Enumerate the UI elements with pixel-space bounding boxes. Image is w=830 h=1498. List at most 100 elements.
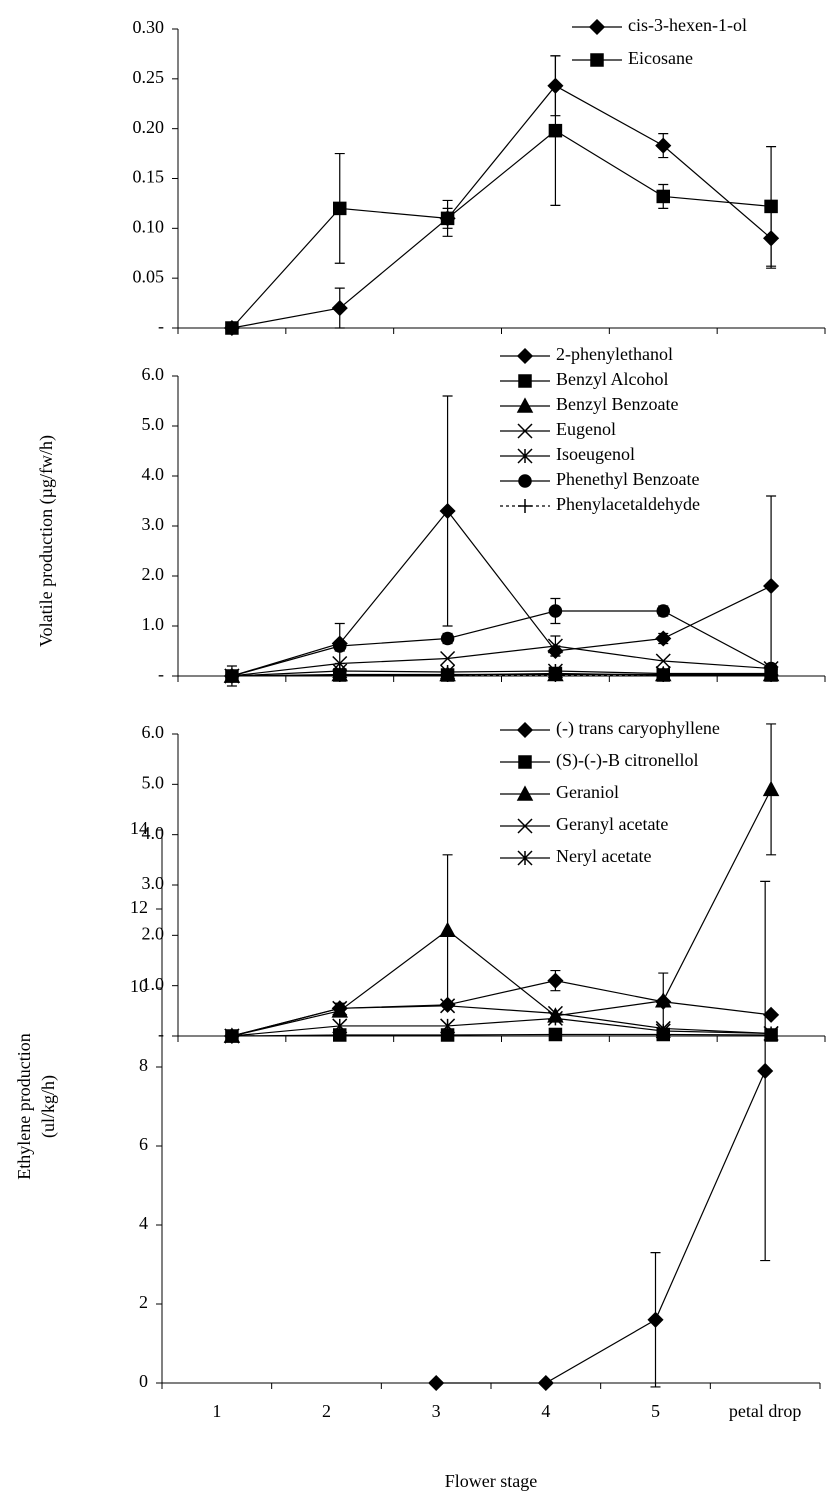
- marker-circle: [656, 604, 670, 618]
- marker-square: [656, 189, 670, 204]
- x-tick-label: petal drop: [729, 1401, 801, 1421]
- marker-plus: [656, 668, 671, 682]
- marker-triangle: [516, 397, 534, 413]
- y-tick-label: 4.0: [142, 464, 165, 484]
- x-tick-label: 4: [541, 1401, 550, 1421]
- x-tick-label: 3: [432, 1401, 441, 1421]
- series-line: [231, 510, 772, 677]
- y-tick-label: 0.30: [133, 17, 165, 37]
- marker-diamond: [331, 300, 348, 317]
- marker-x: [517, 423, 533, 439]
- marker-square: [440, 211, 455, 226]
- legend-label: Phenethyl Benzoate: [556, 469, 699, 489]
- legend-label: (-) trans caryophyllene: [556, 718, 720, 739]
- marker-plus: [764, 668, 779, 682]
- legend-label: Phenylacetaldehyde: [556, 494, 700, 514]
- marker-star: [517, 448, 533, 464]
- marker-x: [547, 638, 563, 654]
- marker-diamond: [647, 1311, 664, 1328]
- y-tick-label: 14: [130, 818, 148, 838]
- marker-x: [440, 650, 456, 667]
- y-tick-label: 1.0: [142, 974, 165, 994]
- marker-diamond: [763, 1006, 780, 1023]
- series-line: [231, 1005, 772, 1037]
- legend-label: (S)-(-)-B citronellol: [556, 750, 698, 771]
- marker-triangle: [331, 1002, 349, 1018]
- marker-star: [440, 1018, 456, 1034]
- marker-triangle: [516, 785, 534, 801]
- y-tick-label: 6.0: [142, 722, 165, 742]
- legend-label: Neryl acetate: [556, 846, 651, 866]
- marker-plus: [440, 668, 455, 682]
- marker-star: [224, 1028, 240, 1044]
- marker-diamond: [516, 721, 534, 739]
- legend-label: Isoeugenol: [556, 444, 635, 464]
- marker-triangle: [654, 992, 672, 1008]
- y-tick-label: 0.20: [133, 117, 165, 137]
- marker-circle: [440, 631, 455, 646]
- marker-star: [517, 850, 533, 866]
- y-axis-label: Volatile production (µg/fw/h): [36, 435, 57, 647]
- y-tick-label: -: [158, 664, 164, 684]
- y-tick-label: 8: [139, 1055, 148, 1075]
- series-line: [231, 85, 772, 329]
- marker-plus: [548, 668, 563, 682]
- y-tick-label: 3.0: [142, 873, 165, 893]
- marker-x: [440, 998, 456, 1014]
- y-tick-label: 3.0: [142, 514, 165, 534]
- x-tick-label: 5: [651, 1401, 660, 1421]
- series-line: [231, 1017, 772, 1037]
- legend-label: Eugenol: [556, 419, 616, 439]
- marker-plus: [224, 669, 239, 683]
- series-line: [231, 645, 772, 677]
- marker-plus: [518, 499, 532, 513]
- y-tick-label: 2: [139, 1292, 148, 1312]
- marker-star: [332, 1018, 348, 1034]
- marker-x: [655, 653, 671, 669]
- legend-label: Benzyl Benzoate: [556, 394, 678, 414]
- series-line: [436, 1070, 766, 1384]
- marker-diamond: [547, 972, 564, 989]
- marker-star: [763, 1025, 779, 1042]
- legend-label: Geraniol: [556, 782, 619, 802]
- marker-x: [332, 1000, 348, 1016]
- marker-x: [517, 818, 533, 834]
- series-line: [231, 1033, 772, 1037]
- y-tick-label: 5.0: [142, 414, 165, 434]
- marker-diamond: [537, 1374, 554, 1392]
- y-tick-label: 0: [139, 1371, 148, 1391]
- legend-label: Geranyl acetate: [556, 814, 668, 834]
- y-tick-label: -: [158, 316, 164, 336]
- x-axis-label: Flower stage: [445, 1471, 537, 1491]
- series-line: [231, 789, 772, 1037]
- legend-label: Eicosane: [628, 48, 693, 68]
- marker-circle: [518, 474, 532, 488]
- y-axis-label: (ul/kg/h): [38, 1075, 59, 1138]
- marker-diamond: [516, 347, 534, 365]
- x-tick-label: 1: [212, 1401, 221, 1421]
- marker-x: [332, 655, 348, 672]
- marker-square: [518, 755, 532, 769]
- y-tick-label: 6.0: [142, 364, 165, 384]
- y-axis-label: Ethylene production: [14, 1033, 34, 1179]
- series-line: [231, 670, 772, 677]
- y-tick-label: 10: [130, 976, 148, 996]
- y-tick-label: 12: [130, 897, 148, 917]
- y-tick-label: 2.0: [142, 923, 165, 943]
- marker-square: [764, 199, 778, 214]
- marker-square: [518, 374, 532, 388]
- marker-diamond: [655, 137, 672, 154]
- y-tick-label: 0.15: [133, 167, 165, 187]
- marker-plus: [332, 668, 347, 682]
- marker-circle: [333, 639, 347, 653]
- series-line: [231, 129, 772, 329]
- marker-diamond: [428, 1374, 445, 1392]
- marker-circle: [548, 604, 563, 618]
- y-tick-label: 4: [139, 1213, 148, 1233]
- marker-star: [655, 1023, 671, 1039]
- series-line: [231, 673, 772, 677]
- marker-diamond: [763, 577, 780, 595]
- marker-star: [547, 1010, 563, 1026]
- y-tick-label: -: [158, 1024, 164, 1044]
